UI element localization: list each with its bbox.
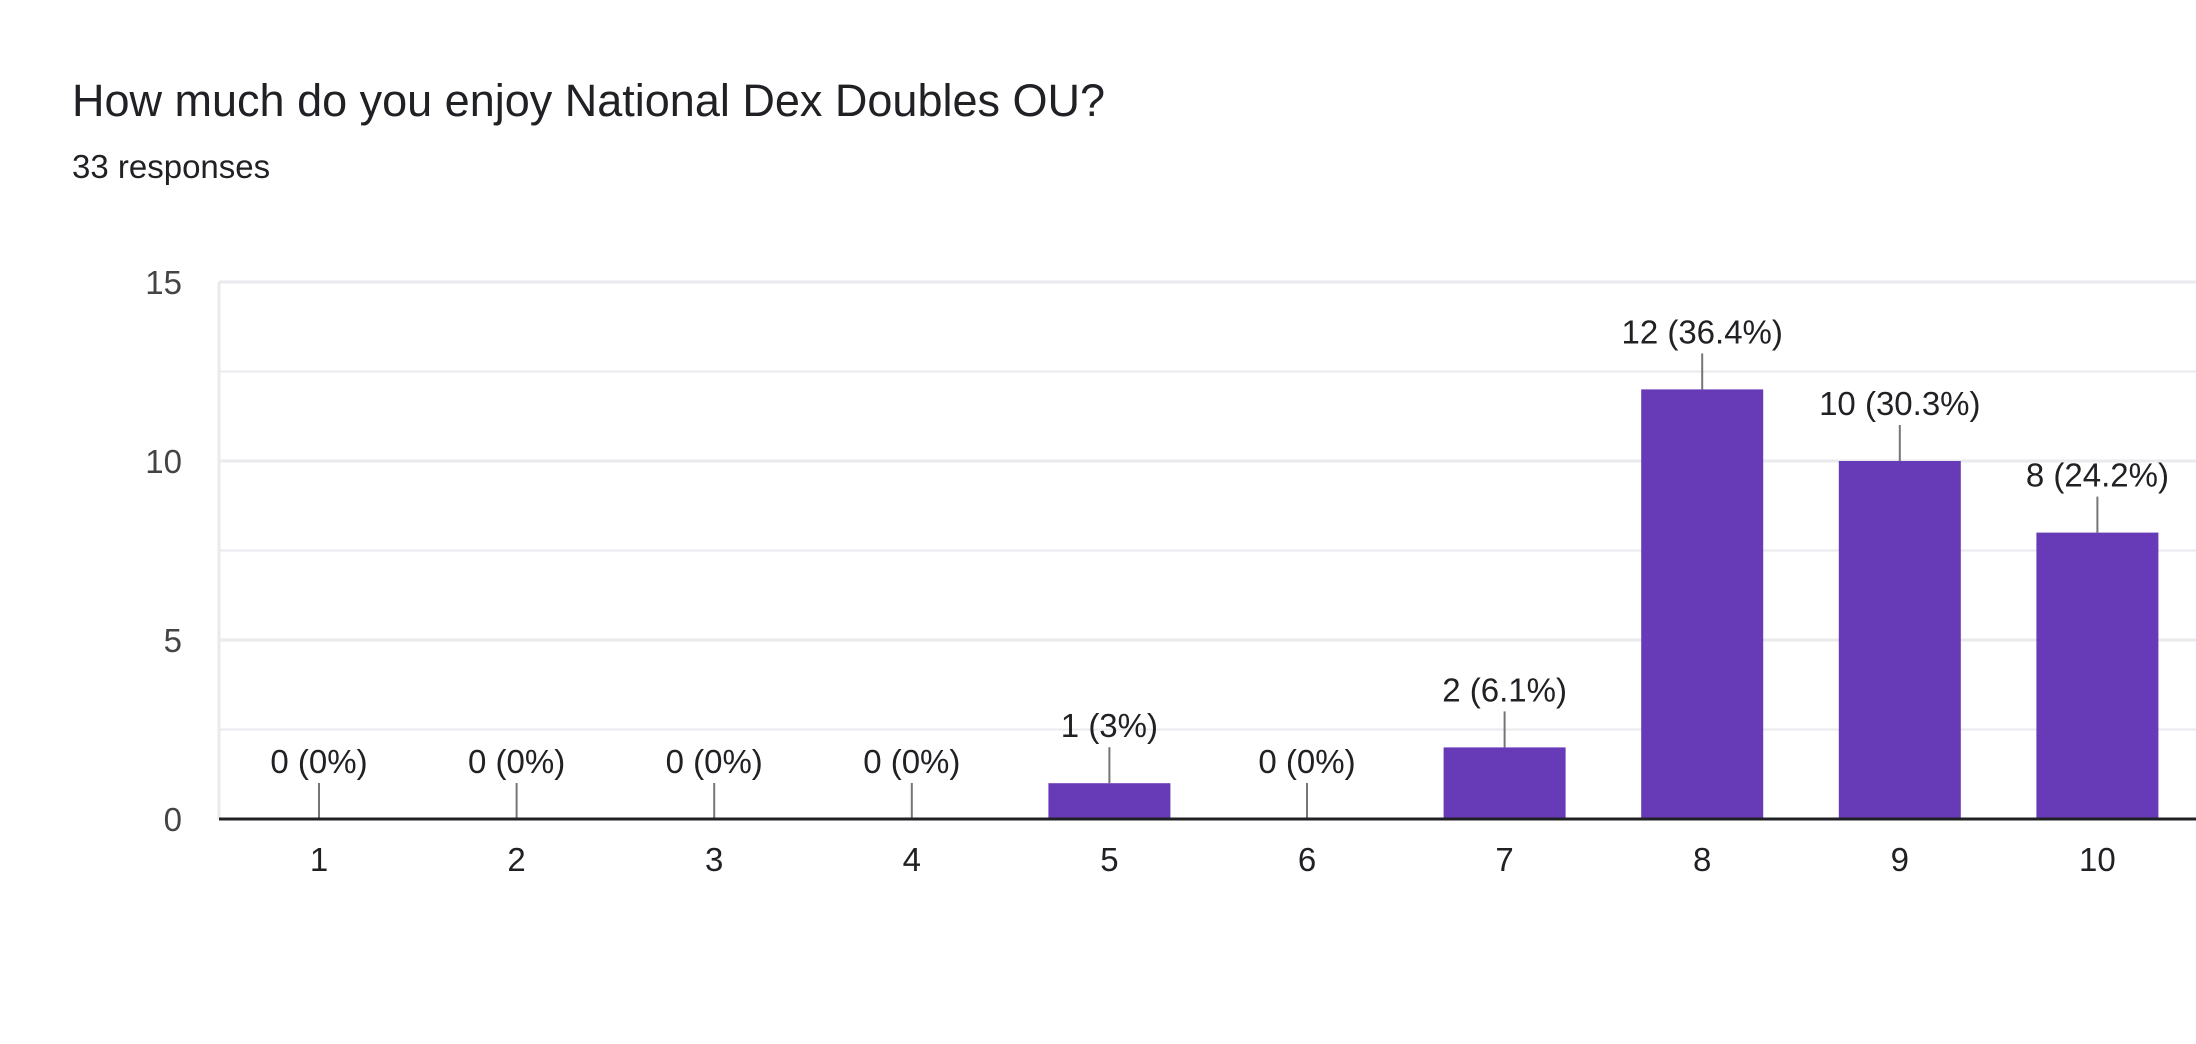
x-tick-label: 4 [903, 841, 921, 878]
chart-title: How much do you enjoy National Dex Doubl… [72, 75, 1106, 126]
y-tick-label: 15 [145, 264, 182, 301]
bar [1838, 461, 1961, 819]
data-label: 0 (0%) [270, 743, 367, 780]
bar [2036, 532, 2159, 819]
data-label: 0 (0%) [468, 743, 565, 780]
x-tick-label: 2 [507, 841, 525, 878]
y-tick-label: 0 [164, 801, 182, 838]
x-tick-label: 10 [2079, 841, 2116, 878]
data-label: 10 (30.3%) [1819, 385, 1980, 422]
data-label: 0 (0%) [666, 743, 763, 780]
x-tick-label: 9 [1891, 841, 1909, 878]
data-label: 8 (24.2%) [2026, 457, 2169, 494]
response-count: 33 responses [72, 148, 271, 185]
data-label: 0 (0%) [1258, 743, 1355, 780]
bar [1048, 783, 1171, 819]
y-tick-label: 5 [164, 622, 182, 659]
data-label: 12 (36.4%) [1621, 313, 1782, 350]
data-label: 1 (3%) [1061, 707, 1158, 744]
x-tick-label: 6 [1298, 841, 1316, 878]
x-tick-label: 8 [1693, 841, 1711, 878]
data-label: 2 (6.1%) [1442, 671, 1567, 708]
bar [1641, 389, 1764, 819]
y-tick-label: 10 [145, 443, 182, 480]
bar [1443, 747, 1566, 819]
x-tick-label: 1 [310, 841, 328, 878]
data-label: 0 (0%) [863, 743, 960, 780]
x-tick-label: 5 [1100, 841, 1118, 878]
x-tick-label: 7 [1495, 841, 1513, 878]
x-tick-label: 3 [705, 841, 723, 878]
